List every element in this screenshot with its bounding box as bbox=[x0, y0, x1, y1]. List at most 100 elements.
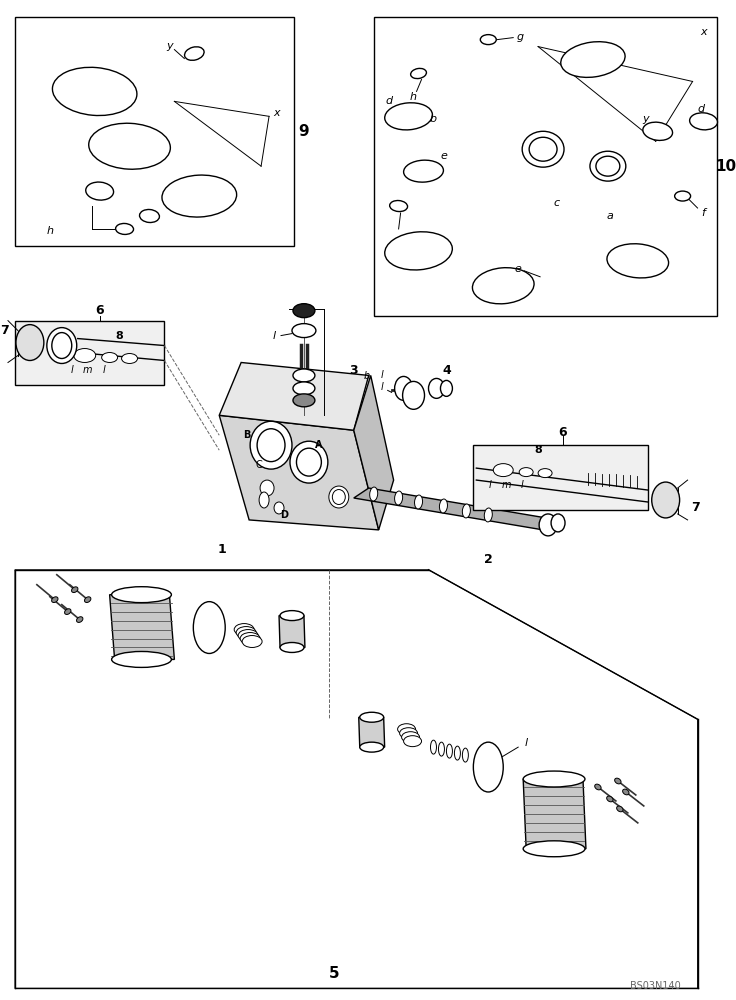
Ellipse shape bbox=[523, 841, 585, 857]
Ellipse shape bbox=[403, 736, 422, 747]
Ellipse shape bbox=[329, 486, 349, 508]
Ellipse shape bbox=[538, 469, 552, 478]
Text: l: l bbox=[381, 370, 383, 380]
Ellipse shape bbox=[394, 376, 413, 400]
Text: 5: 5 bbox=[328, 966, 339, 981]
Ellipse shape bbox=[65, 609, 71, 614]
Ellipse shape bbox=[333, 490, 345, 504]
Ellipse shape bbox=[607, 244, 668, 278]
Ellipse shape bbox=[360, 742, 383, 752]
Text: 6: 6 bbox=[559, 426, 567, 439]
Text: d: d bbox=[697, 104, 704, 114]
Ellipse shape bbox=[162, 175, 237, 217]
Ellipse shape bbox=[539, 514, 557, 536]
Ellipse shape bbox=[623, 789, 629, 795]
Text: 4: 4 bbox=[442, 364, 451, 377]
Ellipse shape bbox=[194, 602, 225, 653]
Ellipse shape bbox=[651, 482, 679, 518]
Ellipse shape bbox=[369, 487, 378, 501]
Ellipse shape bbox=[257, 429, 285, 462]
Ellipse shape bbox=[236, 627, 256, 639]
Ellipse shape bbox=[16, 325, 44, 360]
Text: 10: 10 bbox=[715, 159, 736, 174]
Text: 6: 6 bbox=[96, 304, 104, 317]
Ellipse shape bbox=[242, 636, 262, 647]
Ellipse shape bbox=[462, 748, 468, 762]
Ellipse shape bbox=[360, 712, 383, 722]
Ellipse shape bbox=[292, 324, 316, 338]
Ellipse shape bbox=[690, 113, 718, 130]
Polygon shape bbox=[473, 445, 648, 510]
Text: y: y bbox=[166, 41, 173, 51]
Ellipse shape bbox=[484, 508, 492, 522]
Ellipse shape bbox=[234, 624, 254, 636]
Ellipse shape bbox=[439, 742, 445, 756]
Ellipse shape bbox=[293, 304, 315, 318]
Ellipse shape bbox=[428, 378, 445, 398]
Ellipse shape bbox=[519, 468, 533, 477]
Text: 8: 8 bbox=[116, 331, 124, 341]
Text: b: b bbox=[364, 371, 370, 381]
Ellipse shape bbox=[116, 223, 133, 234]
Ellipse shape bbox=[240, 633, 260, 644]
Ellipse shape bbox=[280, 611, 304, 621]
Text: l: l bbox=[71, 365, 73, 375]
Text: b: b bbox=[430, 114, 437, 124]
Bar bbox=[374, 17, 718, 316]
Polygon shape bbox=[110, 595, 174, 659]
Ellipse shape bbox=[551, 514, 565, 532]
Text: 7: 7 bbox=[691, 501, 700, 514]
Ellipse shape bbox=[590, 151, 626, 181]
Polygon shape bbox=[358, 717, 385, 747]
Text: C: C bbox=[255, 460, 263, 470]
Ellipse shape bbox=[454, 746, 461, 760]
Ellipse shape bbox=[112, 587, 171, 603]
Ellipse shape bbox=[462, 504, 470, 518]
Ellipse shape bbox=[385, 103, 433, 130]
Text: c: c bbox=[553, 198, 559, 208]
Polygon shape bbox=[354, 488, 558, 530]
Text: D: D bbox=[280, 510, 288, 520]
Ellipse shape bbox=[293, 394, 315, 407]
Text: 2: 2 bbox=[484, 553, 492, 566]
Text: 9: 9 bbox=[299, 124, 309, 139]
Text: 7: 7 bbox=[1, 324, 10, 337]
Ellipse shape bbox=[185, 47, 204, 60]
Ellipse shape bbox=[615, 778, 621, 784]
Text: A: A bbox=[315, 440, 322, 450]
Text: e: e bbox=[440, 151, 447, 161]
Ellipse shape bbox=[85, 597, 91, 603]
Ellipse shape bbox=[397, 724, 416, 735]
Ellipse shape bbox=[523, 771, 585, 787]
Ellipse shape bbox=[403, 381, 425, 409]
Ellipse shape bbox=[140, 209, 160, 223]
Text: x: x bbox=[700, 27, 707, 37]
Ellipse shape bbox=[102, 353, 118, 362]
Text: l: l bbox=[525, 738, 528, 748]
Ellipse shape bbox=[473, 742, 503, 792]
Ellipse shape bbox=[280, 643, 304, 652]
Ellipse shape bbox=[85, 182, 113, 200]
Ellipse shape bbox=[481, 35, 496, 45]
Ellipse shape bbox=[77, 617, 83, 622]
Text: e: e bbox=[514, 264, 522, 274]
Text: l: l bbox=[272, 331, 275, 341]
Text: l: l bbox=[521, 480, 523, 490]
Ellipse shape bbox=[52, 597, 58, 603]
Text: a: a bbox=[606, 211, 613, 221]
Ellipse shape bbox=[259, 492, 269, 508]
Ellipse shape bbox=[290, 441, 328, 483]
Ellipse shape bbox=[250, 421, 292, 469]
Text: l: l bbox=[381, 382, 383, 392]
Ellipse shape bbox=[473, 268, 534, 304]
Ellipse shape bbox=[529, 137, 557, 161]
Ellipse shape bbox=[561, 42, 625, 77]
Ellipse shape bbox=[414, 495, 422, 509]
Text: m: m bbox=[83, 365, 93, 375]
Polygon shape bbox=[219, 362, 369, 430]
Ellipse shape bbox=[385, 232, 453, 270]
Ellipse shape bbox=[675, 191, 690, 201]
Text: x: x bbox=[274, 108, 280, 118]
Ellipse shape bbox=[394, 491, 403, 505]
Ellipse shape bbox=[297, 448, 322, 476]
